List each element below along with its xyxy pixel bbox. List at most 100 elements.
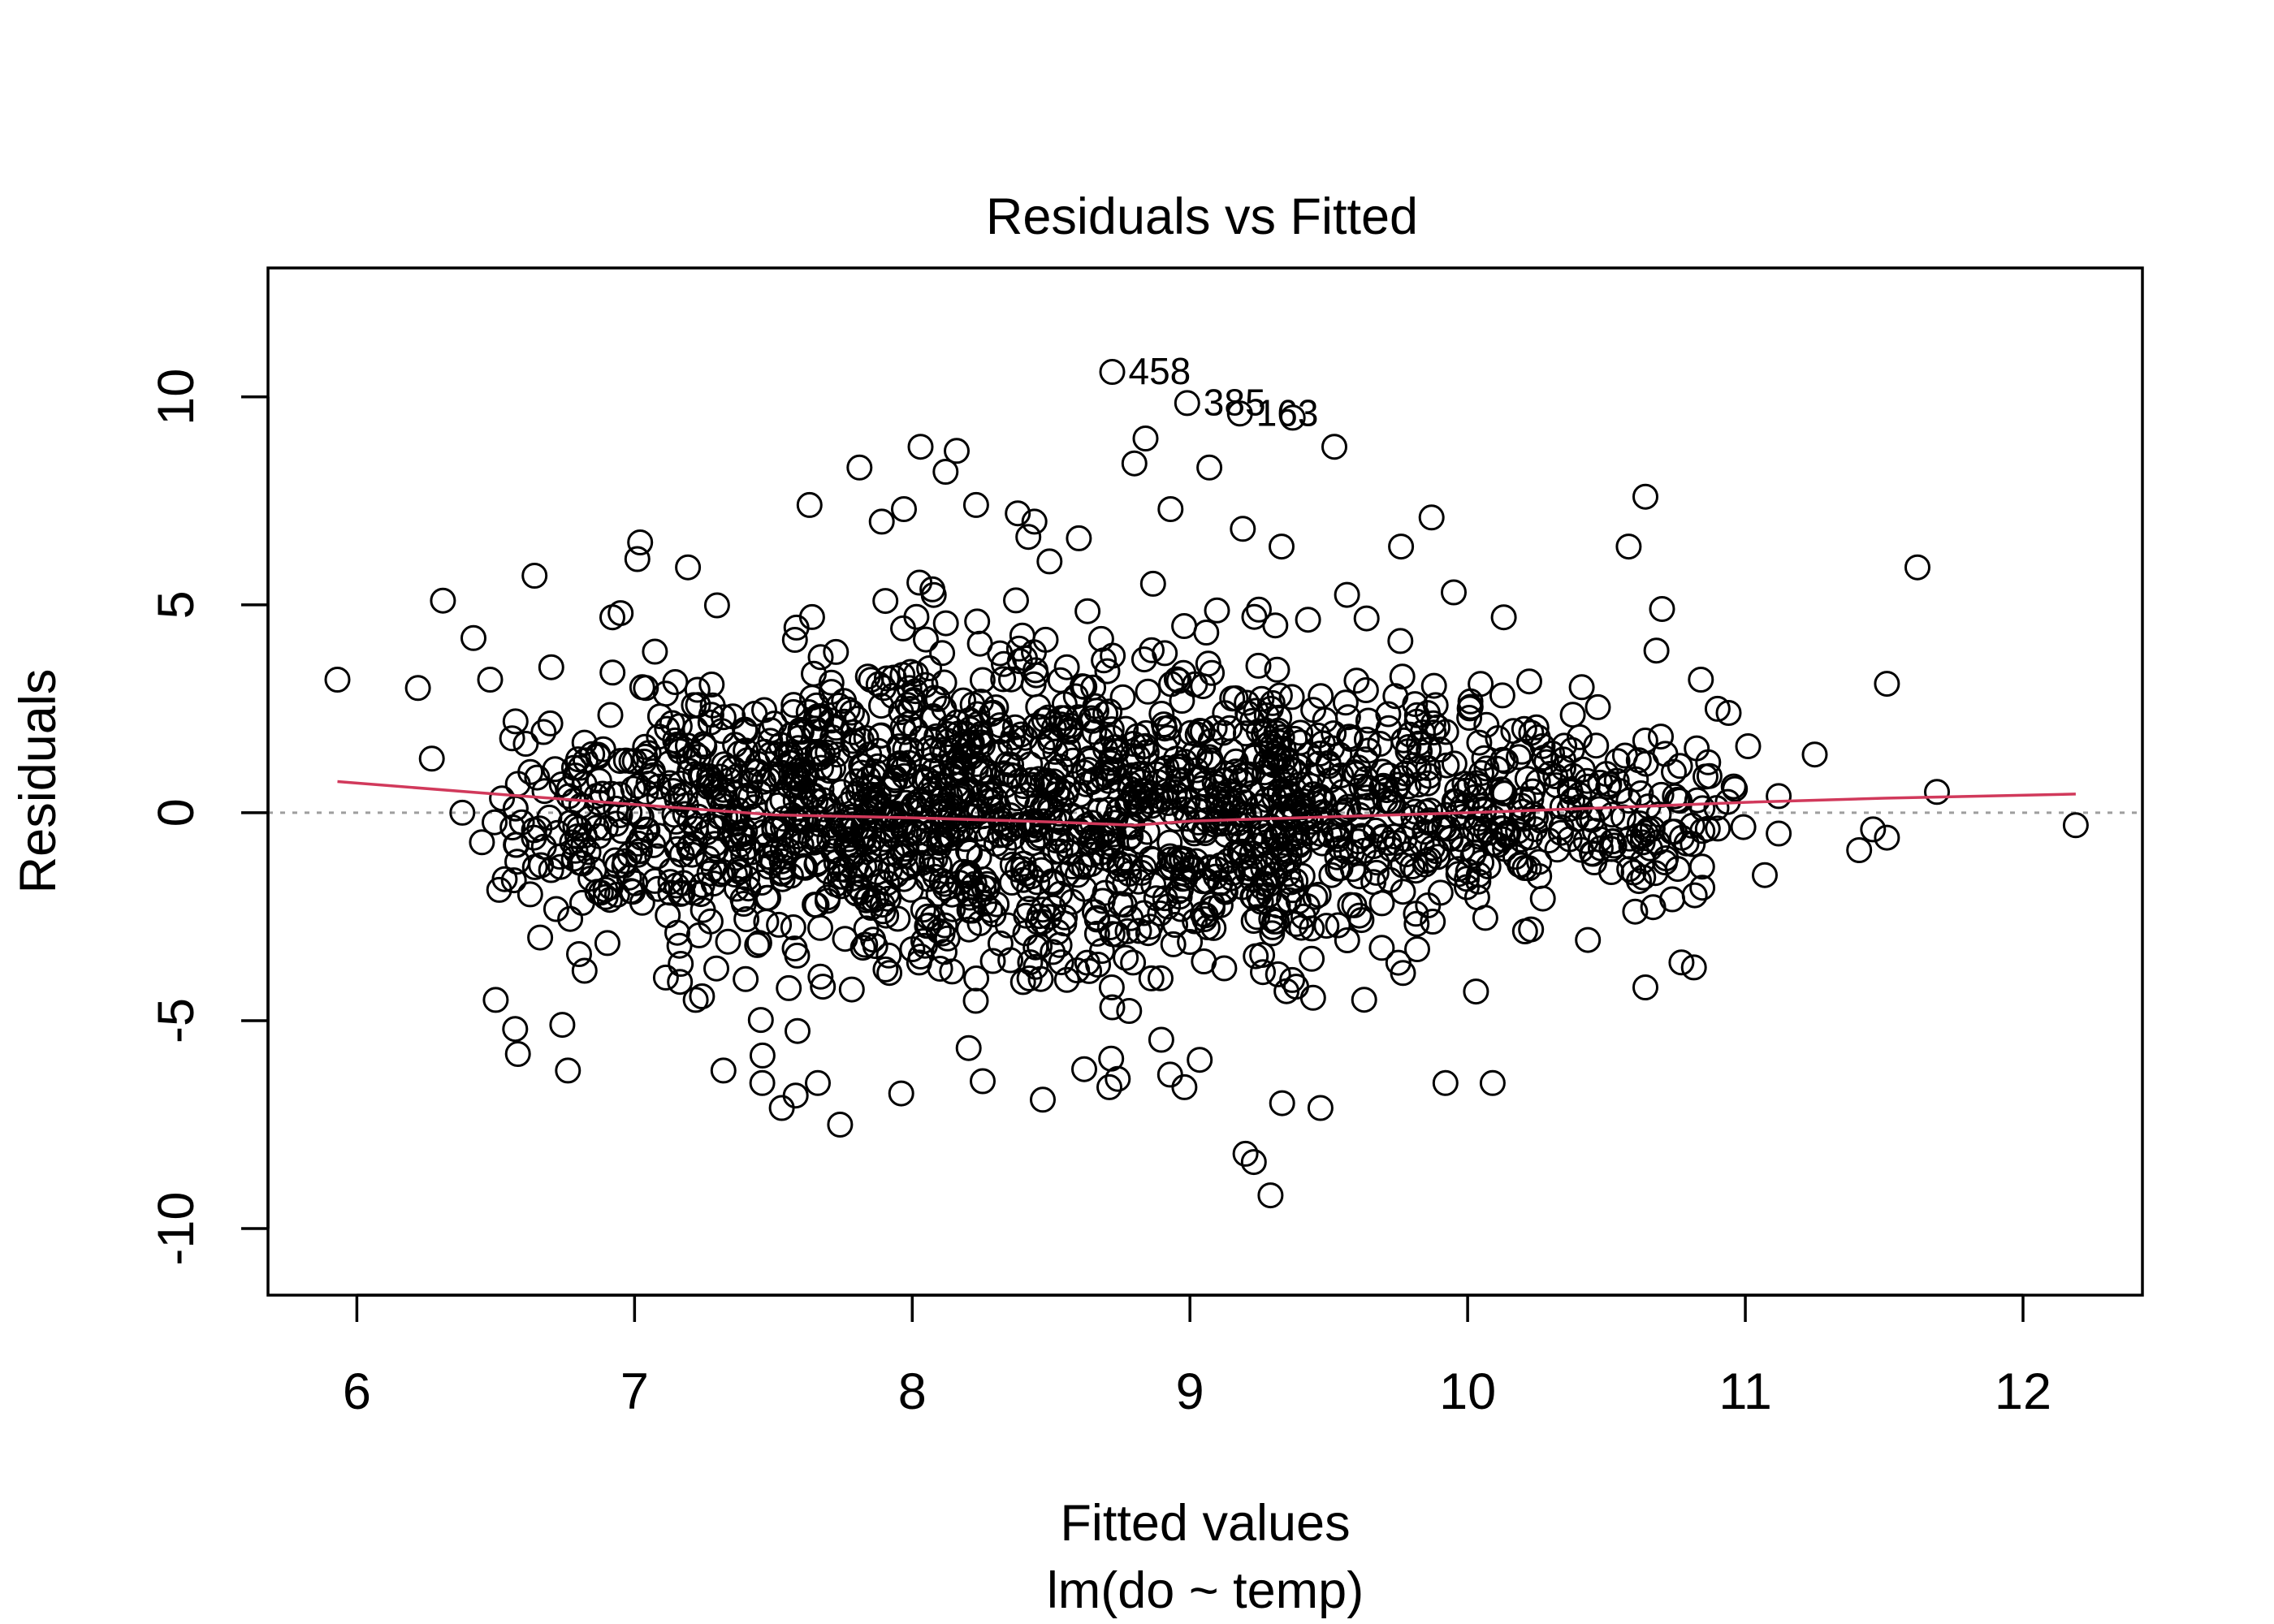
data-point: [1083, 906, 1110, 933]
data-point: [530, 719, 557, 745]
data-point: [785, 1017, 811, 1044]
data-point: [1668, 949, 1695, 976]
data-point: [418, 745, 445, 772]
data-point: [585, 743, 612, 770]
point-label: 163: [1256, 391, 1319, 434]
data-point: [939, 958, 966, 985]
data-point: [502, 708, 529, 735]
data-point: [1119, 743, 1146, 770]
data-point: [1403, 910, 1430, 937]
data-point: [831, 708, 858, 735]
data-point: [796, 491, 823, 518]
data-point: [1300, 824, 1326, 851]
data-point: [872, 956, 899, 983]
data-point: [896, 675, 923, 702]
data-point: [1096, 914, 1123, 940]
data-point: [751, 697, 777, 723]
data-point: [979, 948, 1006, 974]
data-point: [1035, 904, 1062, 931]
data-point: [1217, 715, 1243, 741]
data-point: [1730, 814, 1757, 840]
data-point: [852, 931, 879, 958]
data-point: [962, 987, 989, 1014]
data-point: [597, 702, 624, 728]
data-point: [1071, 1056, 1097, 1082]
data-point: [502, 1016, 529, 1043]
data-point: [1766, 820, 1792, 847]
data-point: [780, 699, 806, 725]
data-point: [1169, 866, 1196, 892]
data-point: [860, 784, 887, 811]
data-point: [1368, 935, 1395, 961]
data-point: [1511, 918, 1538, 944]
data-point: [1334, 797, 1361, 823]
data-point: [1230, 516, 1256, 542]
data-point: [570, 831, 597, 858]
data-point: [404, 675, 431, 702]
data-point: [1319, 735, 1346, 762]
data-point: [1370, 772, 1397, 799]
data-point: [759, 761, 785, 788]
data-point: [1196, 454, 1223, 481]
data-point: [632, 743, 659, 770]
data-point: [827, 1112, 854, 1138]
data-point: [1186, 794, 1213, 821]
x-tick-label: 11: [1718, 1363, 1771, 1420]
data-point: [839, 699, 865, 726]
data-point: [1427, 879, 1454, 906]
data-point: [1299, 915, 1325, 942]
data-point: [896, 820, 923, 847]
data-point: [1403, 702, 1430, 728]
data-point: [703, 955, 729, 982]
data-point: [1351, 987, 1377, 1013]
data-point: [1418, 504, 1445, 531]
data-point: [1377, 866, 1403, 893]
data-point: [1058, 802, 1085, 829]
data-point: [1134, 818, 1161, 845]
data-point: [624, 546, 651, 572]
data-point: [1232, 1140, 1259, 1167]
data-point: [987, 930, 1014, 957]
data-point: [1132, 425, 1159, 451]
data-point: [566, 941, 592, 967]
data-point: [1454, 792, 1481, 818]
data-point: [1226, 400, 1253, 427]
data-point: [860, 826, 887, 853]
data-point: [889, 714, 916, 741]
data-point: [1088, 938, 1115, 965]
data-point: [1076, 745, 1103, 772]
data-point: [1156, 715, 1182, 741]
data-point: [1037, 728, 1064, 754]
data-point: [907, 763, 934, 790]
data-point: [676, 745, 703, 771]
data-point: [449, 799, 476, 826]
data-point: [1104, 921, 1131, 948]
data-point: [1099, 359, 1126, 385]
data-point: [1247, 888, 1274, 915]
data-point: [795, 699, 822, 725]
data-point: [1222, 685, 1249, 711]
data-point: [1006, 767, 1033, 794]
data-point: [1053, 705, 1079, 732]
data-point: [1415, 754, 1442, 781]
data-point: [504, 1041, 531, 1067]
data-point: [504, 849, 530, 875]
data-point: [1406, 730, 1432, 757]
data-point: [1083, 920, 1110, 947]
data-point: [932, 912, 958, 939]
data-point: [1018, 863, 1044, 890]
data-point: [955, 860, 982, 886]
data-point: [801, 829, 828, 856]
data-point: [1412, 818, 1438, 845]
data-point: [1404, 936, 1430, 962]
data-point: [512, 731, 539, 757]
data-point: [1204, 597, 1230, 624]
data-point: [1300, 697, 1327, 723]
data-point: [1018, 771, 1045, 798]
data-point: [1197, 747, 1224, 774]
data-point: [564, 746, 591, 773]
data-point: [1133, 739, 1160, 766]
data-point: [1715, 700, 1742, 726]
data-point: [1199, 659, 1226, 686]
data-point: [998, 666, 1024, 693]
